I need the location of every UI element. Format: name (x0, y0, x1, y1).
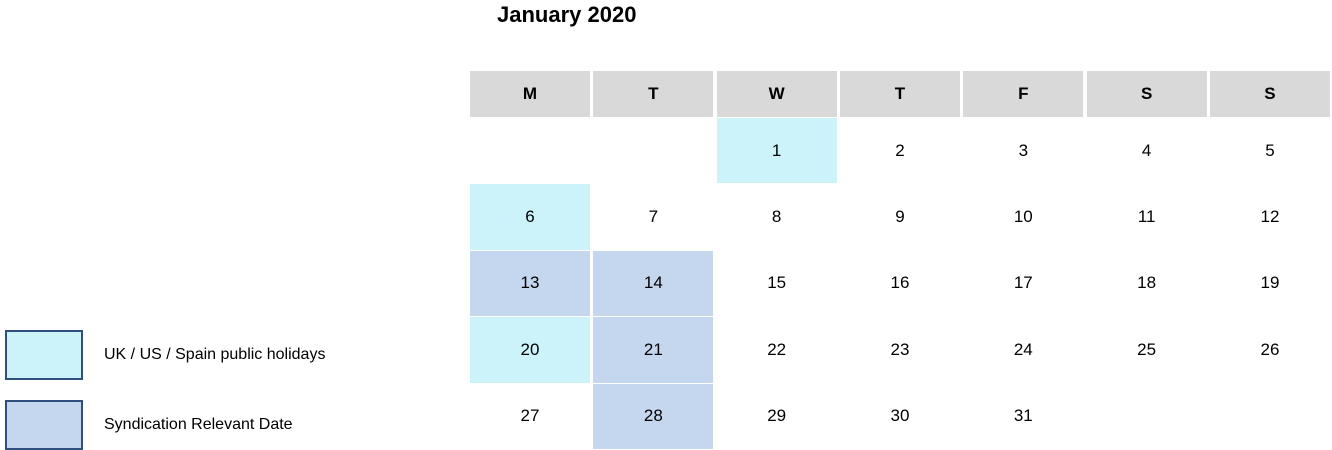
legend-swatch (5, 400, 83, 450)
day-cell: 28 (593, 383, 714, 449)
weekday-header: S (1209, 71, 1330, 117)
day-cell: 2 (895, 140, 905, 160)
day-cell: 4 (1141, 140, 1152, 160)
day-cell: 24 (1013, 339, 1033, 359)
day-cell: 11 (1137, 207, 1156, 227)
calendar-title: January 2020 (497, 2, 637, 27)
weekday-header: T (839, 71, 960, 117)
day-cell: 17 (1013, 273, 1033, 293)
legend-label: Syndication Relevant Date (104, 416, 293, 433)
legend-label: UK / US / Spain public holidays (104, 346, 326, 363)
day-cell: 5 (1265, 140, 1275, 160)
weekday-header: S (1086, 71, 1207, 117)
day-cell: 21 (593, 317, 714, 383)
day-cell: 15 (767, 273, 787, 293)
day-cell: 22 (767, 339, 787, 359)
day-cell: 3 (1018, 140, 1029, 160)
day-cell: 9 (895, 207, 905, 227)
day-cell: 8 (771, 207, 782, 227)
day-cell: 14 (593, 250, 714, 317)
day-cell: 7 (648, 207, 659, 227)
day-cell: 25 (1137, 339, 1157, 359)
day-cell: 27 (520, 406, 540, 426)
legend-swatch (5, 330, 83, 380)
day-cell: 23 (890, 339, 910, 359)
day-cell: 6 (470, 184, 590, 250)
weekday-header: M (470, 71, 590, 117)
day-cell: 18 (1137, 273, 1157, 293)
day-cell: 29 (767, 406, 787, 426)
weekday-header: F (963, 71, 1084, 117)
day-cell: 16 (890, 273, 910, 293)
day-cell: 19 (1260, 273, 1280, 293)
day-cell: 20 (470, 317, 590, 383)
day-cell: 10 (1013, 207, 1033, 227)
day-cell: 30 (890, 406, 910, 426)
weekday-header: T (593, 71, 714, 117)
day-cell: 13 (470, 250, 590, 317)
weekday-header: W (716, 71, 837, 117)
day-cell: 12 (1260, 207, 1280, 227)
day-cell: 31 (1013, 406, 1033, 426)
day-cell: 1 (716, 118, 837, 184)
day-cell: 26 (1260, 339, 1280, 359)
